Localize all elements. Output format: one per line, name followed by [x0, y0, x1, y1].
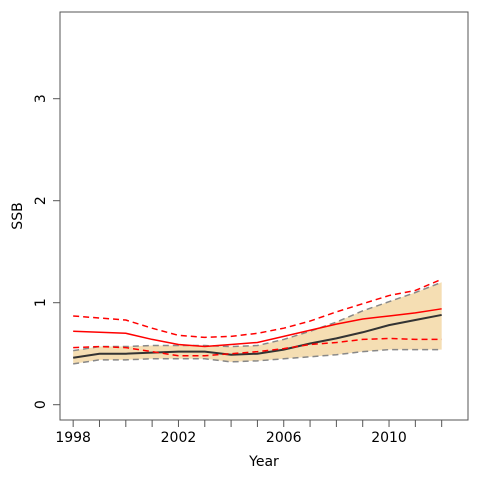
x-axis-title: Year — [248, 454, 279, 470]
y-tick-label-2: 2 — [33, 196, 49, 205]
y-axis-title: SSB — [10, 202, 26, 229]
y-tick-label-0: 0 — [33, 400, 49, 409]
confidence-band-layer — [73, 282, 442, 364]
x-tick-label-1998: 1998 — [55, 430, 91, 446]
series-layer — [73, 278, 442, 365]
series-line-3-upper-bound — [73, 281, 442, 352]
y-tick-label-1: 1 — [33, 298, 49, 307]
series-line-1-estimate — [73, 313, 442, 359]
series-line-4-estimate — [73, 308, 442, 348]
x-tick-label-2002: 2002 — [161, 430, 197, 446]
x-tick-label-2006: 2006 — [266, 430, 302, 446]
y-tick-label-3: 3 — [33, 94, 49, 103]
axis-layer: 1998 2002 2006 2010 0 1 2 3 — [33, 94, 443, 446]
series-line-5-upper-bound — [73, 278, 442, 339]
confidence-band — [73, 282, 442, 364]
series-line-6-lower-bound — [73, 337, 442, 357]
x-tick-label-2010: 2010 — [371, 430, 407, 446]
series-line-2-lower-bound — [73, 348, 442, 365]
